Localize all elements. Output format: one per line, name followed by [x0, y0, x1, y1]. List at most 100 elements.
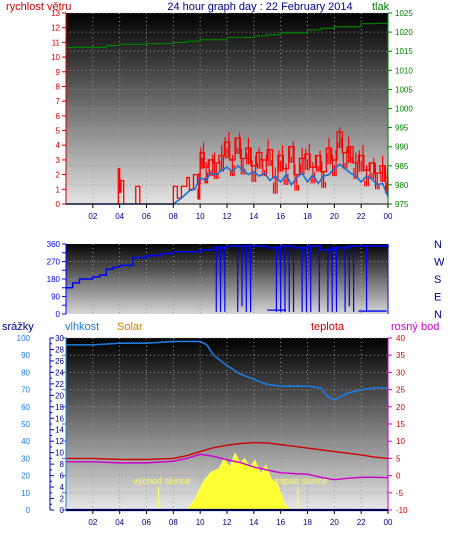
- x-tick-label: 12: [223, 212, 232, 221]
- x-tick-label: 14: [249, 212, 258, 221]
- dewpoint-line: [66, 453, 389, 481]
- temperature-tick-label: 15: [396, 420, 405, 429]
- rain-tick-label: 2: [60, 495, 65, 504]
- wind-direction-letter: N: [434, 239, 442, 251]
- wind-direction-letter: N: [434, 309, 442, 321]
- rain-tick-label: 10: [55, 449, 64, 458]
- wind-direction-grid: [66, 244, 388, 314]
- wind-speed-tick-label: 13: [51, 9, 60, 18]
- pressure-tick-label: 980: [395, 181, 409, 190]
- wind-gust-line: [66, 131, 389, 205]
- humidity-label: vlhkost: [65, 321, 99, 333]
- x-tick-label: 00: [384, 212, 393, 221]
- pressure-tick-label: 1010: [395, 66, 413, 75]
- x-tick-label: 08: [169, 518, 178, 527]
- humidity-tick-label: 100: [17, 334, 31, 343]
- x-tick-label: 18: [303, 518, 312, 527]
- humidity-tick-label: 50: [21, 420, 30, 429]
- pressure-label: tlak: [372, 1, 390, 13]
- humidity-tick-label: 30: [21, 454, 30, 463]
- temperature-label: teplota: [311, 321, 345, 333]
- rain-tick-label: 6: [60, 472, 65, 481]
- wind-speed-tick-label: 7: [56, 97, 61, 106]
- temperature-line: [66, 441, 389, 461]
- rain-tick-label: 20: [55, 391, 64, 400]
- temperature-tick-label: 40: [396, 334, 405, 343]
- wind-pressure-series: [66, 22, 389, 205]
- temperature-tick-label: 10: [396, 437, 405, 446]
- x-tick-label: 22: [357, 518, 366, 527]
- temperature-tick-label: 25: [396, 386, 405, 395]
- wind-speed-tick-label: 4: [56, 141, 61, 150]
- wind-direction-line: [66, 245, 389, 289]
- x-tick-label: 20: [330, 212, 339, 221]
- humidity-tick-label: 70: [21, 386, 30, 395]
- x-tick-label: 04: [115, 212, 124, 221]
- rain-tick-label: 24: [55, 368, 64, 377]
- pressure-tick-label: 1020: [395, 28, 413, 37]
- x-tick-label: 06: [142, 518, 151, 527]
- wind-speed-tick-label: 8: [56, 82, 61, 91]
- rain-tick-label: 30: [55, 334, 64, 343]
- page-title: 24 hour graph day : 22 February 2014: [167, 1, 352, 13]
- x-tick-label: 08: [169, 212, 178, 221]
- x-tick-label: 02: [88, 518, 97, 527]
- x-tick-label: 20: [330, 518, 339, 527]
- direction-tick-label: 0: [56, 310, 61, 319]
- rain-tick-label: 26: [55, 357, 64, 366]
- pressure-tick-label: 975: [395, 200, 409, 209]
- temperature-tick-label: 30: [396, 368, 405, 377]
- wind-direction-axes: 0 90 180 270 360: [47, 240, 389, 319]
- humidity-tick-label: 90: [21, 351, 30, 360]
- direction-tick-label: 270: [47, 258, 61, 267]
- humidity-tick-label: 80: [21, 368, 30, 377]
- rain-tick-label: 12: [55, 437, 64, 446]
- temperature-tick-label: 20: [396, 403, 405, 412]
- rain-tick-label: 8: [60, 460, 65, 469]
- humidity-tick-label: 10: [21, 489, 30, 498]
- wind-direction-series: [66, 245, 389, 313]
- sunrise-label: východ slunce: [133, 476, 190, 486]
- humidity-tick-label: 0: [26, 506, 31, 515]
- temperature-tick-label: 0: [396, 472, 401, 481]
- direction-tick-label: 180: [47, 275, 61, 284]
- rain-tick-label: 4: [60, 483, 65, 492]
- wind-speed-tick-label: 12: [51, 24, 60, 33]
- x-axis-labels: 02 04 06 08 10 12 14 16 18 20 22 00: [88, 510, 393, 527]
- x-tick-label: 16: [276, 518, 285, 527]
- wind-speed-tick-label: 6: [56, 112, 61, 121]
- pressure-tick-label: 1005: [395, 85, 413, 94]
- wind-speed-tick-label: 0: [56, 200, 61, 209]
- x-tick-label: 14: [249, 518, 258, 527]
- wind-speed-tick-label: 11: [52, 38, 61, 47]
- temperature-tick-label: 5: [396, 454, 401, 463]
- wind-speed-tick-label: 2: [56, 171, 61, 180]
- x-tick-label: 22: [357, 212, 366, 221]
- dewpoint-label: rosný bod: [391, 321, 439, 333]
- rain-tick-label: 22: [55, 380, 64, 389]
- x-tick-label: 02: [88, 212, 97, 221]
- pressure-tick-label: 1015: [395, 47, 413, 56]
- humidity-tick-label: 20: [21, 472, 30, 481]
- x-tick-label: 10: [196, 212, 205, 221]
- wind-direction-letter: S: [434, 274, 441, 286]
- pressure-tick-label: 1000: [395, 105, 413, 114]
- x-tick-label: 12: [223, 518, 232, 527]
- sun-markers: východ slunce západ slunce: [133, 476, 327, 486]
- pressure-line: [66, 22, 388, 48]
- rain-tick-label: 16: [55, 414, 64, 423]
- x-tick-label: 06: [142, 212, 151, 221]
- x-tick-label: 00: [384, 518, 393, 527]
- humidity-tick-label: 40: [21, 437, 30, 446]
- wind-speed-tick-label: 10: [51, 53, 60, 62]
- rain-tick-label: 14: [55, 426, 64, 435]
- rain-tick-label: 28: [55, 345, 64, 354]
- x-tick-label: 04: [115, 518, 124, 527]
- wind-speed-tick-label: 3: [56, 156, 61, 165]
- solar-area: [66, 452, 388, 511]
- pressure-tick-label: 985: [395, 162, 409, 171]
- wind-speed-tick-label: 9: [56, 68, 61, 77]
